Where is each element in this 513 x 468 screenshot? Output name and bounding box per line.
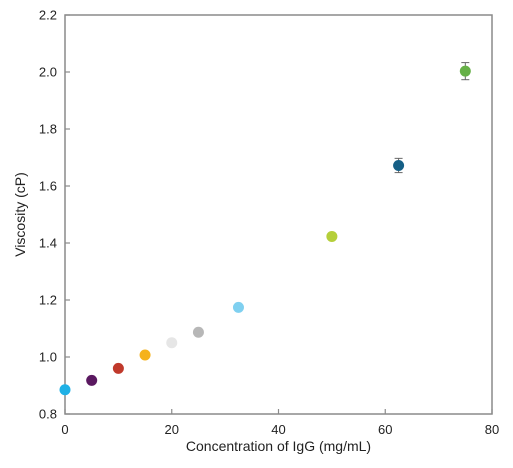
x-tick-label: 0 [61,422,68,437]
data-point [393,159,405,171]
data-point [192,326,204,338]
y-tick-label: 1.2 [39,293,57,308]
data-point [86,374,98,386]
data-point [326,230,338,242]
data-points [59,65,471,396]
y-axis-title: Viscosity (cP) [12,172,28,257]
data-point [112,362,124,374]
y-axis: 0.8 1.0 1.2 1.4 1.6 1.8 2.0 2.2 [39,8,70,422]
y-tick-label: 2.0 [39,65,57,80]
y-tick-label: 2.2 [39,8,57,23]
x-tick-label: 40 [271,422,285,437]
data-point [59,384,71,396]
x-tick-label: 80 [485,422,499,437]
x-axis: 0 20 40 60 80 [61,409,499,437]
data-point [459,65,471,77]
data-point [232,301,244,313]
x-tick-label: 60 [378,422,392,437]
y-tick-label: 0.8 [39,407,57,422]
y-tick-label: 1.4 [39,236,57,251]
y-tick-label: 1.0 [39,350,57,365]
data-point [166,337,178,349]
y-tick-label: 1.6 [39,179,57,194]
plot-frame [64,14,493,415]
error-bars [327,62,470,240]
y-tick-label: 1.8 [39,122,57,137]
x-axis-title: Concentration of IgG (mg/mL) [186,438,371,454]
x-tick-label: 20 [165,422,179,437]
data-point [139,349,151,361]
